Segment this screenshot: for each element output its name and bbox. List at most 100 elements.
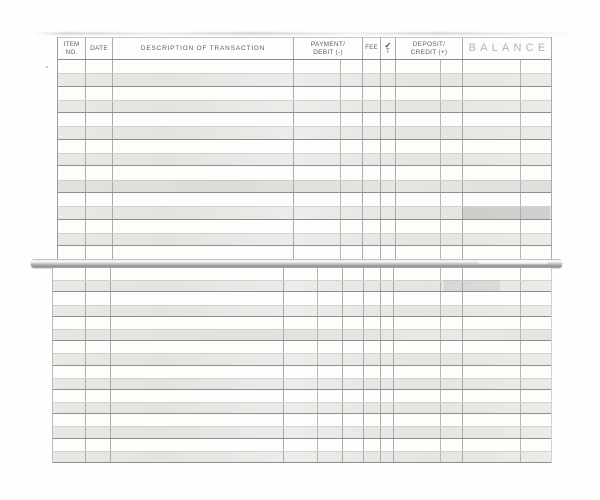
register-row-line	[53, 341, 551, 354]
register-cell	[284, 427, 318, 438]
register-cell	[381, 154, 396, 166]
register-cell	[441, 180, 463, 192]
register-cell	[53, 378, 86, 389]
register-row-line	[58, 73, 551, 87]
register-cell	[381, 86, 396, 100]
register-cell	[463, 354, 521, 365]
register-cell	[86, 451, 111, 462]
register-cell	[113, 246, 294, 259]
register-row-line	[53, 438, 551, 451]
register-cell	[86, 139, 113, 154]
register-cell	[294, 139, 341, 154]
register-cell	[113, 180, 294, 192]
register-cell	[441, 60, 463, 74]
register-cell	[364, 292, 381, 305]
register-cell	[343, 341, 364, 354]
register-cell	[364, 389, 381, 403]
register-cell	[441, 192, 463, 207]
register-cell	[343, 316, 364, 329]
register-cell	[521, 330, 551, 340]
register-cell	[86, 341, 111, 354]
register-cell	[86, 219, 113, 233]
register-cell	[396, 246, 441, 259]
register-cell	[58, 154, 86, 166]
register-cell	[521, 403, 551, 413]
header-item-no-line2: NO.	[65, 48, 78, 56]
register-cell	[318, 427, 343, 438]
register-cell	[364, 316, 381, 329]
header-deposit-credit: DEPOSIT/ CREDIT (+)	[396, 38, 463, 59]
register-cell	[86, 246, 113, 259]
register-cell	[396, 233, 441, 246]
register-cell	[441, 166, 463, 180]
register-cell	[86, 354, 111, 365]
register-cell	[441, 403, 463, 414]
register-cell	[363, 207, 381, 219]
register-cell	[381, 180, 396, 192]
register-cell	[318, 281, 343, 292]
register-cell	[381, 341, 394, 354]
register-cell	[441, 354, 463, 365]
register-cell	[396, 219, 441, 233]
register-cell	[381, 414, 394, 427]
register-cell	[113, 233, 294, 246]
register-cell	[284, 316, 318, 329]
scan-shadow-patch	[444, 280, 500, 291]
register-cell	[58, 166, 86, 180]
register-cell	[521, 193, 551, 206]
register-cell	[381, 113, 396, 127]
register-cell	[394, 378, 441, 389]
register-cell	[381, 281, 394, 292]
register-cell	[521, 181, 551, 192]
register-cell	[86, 180, 113, 192]
register-cell	[394, 403, 441, 414]
header-description: DESCRIPTION OF TRANSACTION	[113, 38, 294, 59]
register-cell	[381, 127, 396, 139]
register-cell	[441, 139, 463, 154]
register-cell	[113, 86, 294, 100]
register-row-line	[53, 389, 551, 403]
page-top-edge	[34, 32, 580, 35]
register-cell	[341, 192, 363, 207]
register-cell	[343, 329, 364, 341]
register-cell	[86, 316, 111, 329]
register-cell	[86, 427, 111, 438]
register-cell	[463, 451, 521, 462]
register-cell	[58, 86, 86, 100]
register-row-line	[53, 304, 551, 317]
register-cell	[343, 378, 364, 389]
register-cell	[441, 74, 463, 86]
register-cell	[441, 246, 463, 259]
register-cell	[463, 219, 521, 233]
register-cell	[381, 365, 394, 378]
register-cell	[441, 281, 463, 292]
register-cell	[381, 316, 394, 329]
register-cell	[318, 378, 343, 389]
register-cell	[86, 389, 111, 403]
register-cell	[343, 451, 364, 462]
register-cell	[364, 341, 381, 354]
register-row-line	[53, 365, 551, 378]
register-cell	[363, 86, 381, 100]
register-cell	[363, 113, 381, 127]
register-cell	[294, 246, 341, 259]
register-cell	[521, 101, 551, 112]
register-cell	[58, 74, 86, 86]
register-cell	[441, 451, 463, 462]
register-cell	[318, 292, 343, 305]
register-cell	[111, 329, 284, 341]
register-cell	[86, 268, 111, 281]
register-cell	[318, 389, 343, 403]
register-cell	[463, 139, 521, 154]
register-cell	[521, 354, 551, 364]
register-cell	[86, 438, 111, 451]
register-cell	[521, 166, 551, 179]
register-cell	[86, 166, 113, 180]
top-register-body	[58, 60, 551, 259]
register-cell	[364, 365, 381, 378]
register-cell	[394, 268, 441, 281]
register-row-line	[53, 268, 551, 281]
header-payment-line1: PAYMENT/	[310, 40, 346, 48]
register-cell	[111, 292, 284, 305]
register-cell	[343, 292, 364, 305]
